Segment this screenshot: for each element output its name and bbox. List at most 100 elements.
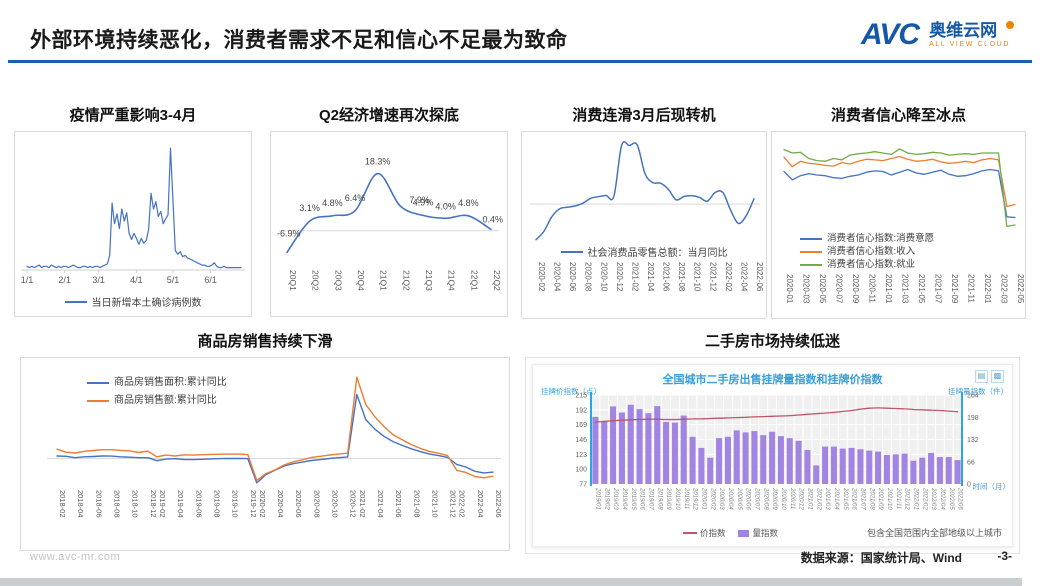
svg-text:21Q1: 21Q1 — [379, 270, 389, 291]
svg-text:2021/04: 2021/04 — [833, 487, 839, 510]
svg-text:2021-01: 2021-01 — [884, 274, 893, 304]
confidence-chart-canvas: 2020-01 2020-03 2020-05 2020-07 2020-09 2020-… — [772, 132, 1025, 318]
svg-text:6/1: 6/1 — [204, 275, 217, 285]
svg-text:2020-02: 2020-02 — [537, 262, 546, 292]
svg-text:2020-04: 2020-04 — [276, 490, 285, 518]
secondhand-legend: 价指数 量指数 — [683, 527, 790, 539]
embedded-chart-card: 全国城市二手房出售挂牌量指数和挂牌价指数 ▤ ▩ 挂牌价指数（点） 挂牌量指数（… — [532, 364, 1013, 547]
svg-text:2021-12: 2021-12 — [708, 262, 717, 292]
legend-bar-swatch — [737, 529, 749, 537]
legend-label: 消费者信心指数:收入 — [827, 246, 916, 257]
svg-text:2022/01: 2022/01 — [912, 487, 918, 510]
svg-text:2021/06: 2021/06 — [851, 487, 857, 510]
svg-text:2020/06: 2020/06 — [745, 487, 751, 510]
svg-text:2018-12: 2018-12 — [149, 490, 158, 518]
svg-text:2018-10: 2018-10 — [131, 490, 140, 518]
svg-text:4.8%: 4.8% — [458, 198, 479, 208]
svg-text:2019/03: 2019/03 — [612, 487, 618, 510]
legend-label: 消费者信心指数:消费意愿 — [827, 233, 935, 244]
svg-text:7.9%: 7.9% — [409, 195, 430, 205]
legend-label: 商品房销售额:累计同比 — [114, 395, 217, 406]
svg-text:5/1: 5/1 — [167, 275, 180, 285]
svg-text:2020-10: 2020-10 — [599, 262, 608, 292]
svg-text:2021-02: 2021-02 — [630, 262, 639, 292]
svg-text:2021-08: 2021-08 — [677, 262, 686, 292]
svg-text:2021-07: 2021-07 — [934, 274, 943, 304]
svg-text:2019-02: 2019-02 — [158, 490, 167, 518]
svg-text:2019/04: 2019/04 — [621, 487, 627, 510]
logo-en-text: ALL VIEW CLOUD — [929, 40, 1010, 48]
svg-text:2022-03: 2022-03 — [1000, 274, 1009, 304]
svg-text:2018-06: 2018-06 — [94, 490, 103, 518]
svg-text:3/1: 3/1 — [92, 275, 105, 285]
svg-text:2021/05: 2021/05 — [842, 487, 848, 510]
chart-box-retail: 2020-02 2020-04 2020-06 2020-08 2020-10 2020-… — [521, 131, 767, 319]
embedded-chart-title: 全国城市二手房出售挂牌量指数和挂牌价指数 — [662, 374, 883, 386]
svg-text:2021-11: 2021-11 — [967, 274, 976, 303]
svg-text:2/1: 2/1 — [58, 275, 71, 285]
legend-line-swatch — [800, 263, 822, 266]
svg-text:2019/05: 2019/05 — [630, 487, 636, 510]
svg-text:20Q4: 20Q4 — [356, 270, 366, 291]
svg-text:2019/10: 2019/10 — [674, 487, 680, 510]
chart-title-covid: 疫情严重影响3-4月 — [69, 107, 197, 124]
svg-text:2019-12: 2019-12 — [249, 490, 258, 518]
toolbox-download-icon[interactable]: ▩ — [991, 370, 1004, 383]
panel-gdp: Q2经济增速再次探底 -6.9% 3.1% 4.8% 6.4% 18.3% 7.9% 4.9… — [270, 104, 508, 317]
svg-text:2021-06: 2021-06 — [394, 490, 403, 518]
chart-box-confidence: 2020-01 2020-03 2020-05 2020-07 2020-09 2020-… — [771, 131, 1026, 319]
svg-text:2022-02: 2022-02 — [458, 490, 467, 518]
legend-line-swatch — [560, 250, 583, 253]
svg-text:2021/02: 2021/02 — [815, 487, 821, 510]
svg-text:2020-07: 2020-07 — [835, 274, 844, 304]
svg-text:2019/11: 2019/11 — [683, 487, 689, 509]
svg-text:2021/08: 2021/08 — [868, 487, 874, 510]
svg-text:2021-03: 2021-03 — [901, 274, 910, 304]
covid-chart-canvas: 1/1 2/1 3/1 4/1 5/1 6/1 — [15, 132, 251, 316]
right-axis-label: 挂牌量指数（件） — [948, 387, 1008, 396]
svg-text:100: 100 — [575, 467, 587, 474]
svg-text:2020-02: 2020-02 — [258, 490, 267, 518]
covid-legend: 当日新增本土确诊病例数 — [15, 294, 251, 309]
chart-note: 包含全国范围内全部地级以上城市 — [866, 528, 1002, 538]
legend-label: 消费者信心指数:就业 — [827, 259, 916, 270]
svg-text:2022/06: 2022/06 — [957, 487, 963, 510]
panel-covid: 疫情严重影响3-4月 1/1 2/1 3/1 4/1 5/1 6/1 当日新增本土确诊病例… — [14, 104, 252, 317]
panel-housing-sales: 商品房销售持续下滑 2018-02 2018-04 2018-06 2018-08 20… — [20, 330, 510, 551]
svg-text:1/1: 1/1 — [21, 275, 34, 285]
svg-text:2020/11: 2020/11 — [789, 487, 795, 509]
legend-label: 商品房销售面积:累计同比 — [114, 377, 227, 388]
svg-text:4/1: 4/1 — [130, 275, 143, 285]
svg-text:2019/12: 2019/12 — [692, 487, 698, 510]
legend-line-swatch — [87, 400, 109, 402]
housing-chart-canvas: 2018-02 2018-04 2018-06 2018-08 2018-10 2018-… — [21, 358, 509, 550]
svg-text:2018-08: 2018-08 — [113, 490, 122, 518]
svg-text:2019/06: 2019/06 — [639, 487, 645, 510]
page-number: -3- — [997, 549, 1012, 563]
svg-text:2021/03: 2021/03 — [824, 487, 830, 510]
svg-text:2020-10: 2020-10 — [331, 490, 340, 518]
svg-text:2022-04: 2022-04 — [476, 490, 485, 518]
svg-text:2022-05: 2022-05 — [1016, 274, 1025, 304]
svg-text:2018-02: 2018-02 — [58, 490, 67, 518]
bottom-scrollbar[interactable] — [0, 578, 1022, 586]
svg-text:2021/01: 2021/01 — [806, 487, 812, 510]
svg-text:2020-06: 2020-06 — [568, 262, 577, 292]
svg-text:2019-08: 2019-08 — [212, 490, 221, 518]
legend-label: 当日新增本土确诊病例数 — [91, 298, 202, 309]
toolbox-menu-icon[interactable]: ▤ — [975, 370, 988, 383]
logo-cn-text: 奥维云网 — [929, 20, 998, 40]
svg-text:2020-08: 2020-08 — [312, 490, 321, 518]
data-source: 数据来源：国家统计局、Wind — [800, 551, 962, 565]
svg-text:215: 215 — [575, 393, 587, 400]
svg-text:2021-06: 2021-06 — [662, 262, 671, 292]
svg-text:2018-04: 2018-04 — [76, 490, 85, 518]
svg-text:2021/10: 2021/10 — [886, 487, 892, 510]
avc-logo-text: AVC — [860, 18, 920, 51]
svg-text:2020/02: 2020/02 — [709, 487, 715, 510]
legend-line-swatch — [800, 250, 822, 253]
svg-text:20Q3: 20Q3 — [333, 270, 343, 291]
svg-text:2021/12: 2021/12 — [904, 487, 910, 510]
legend-label: 价指数 — [700, 528, 726, 538]
